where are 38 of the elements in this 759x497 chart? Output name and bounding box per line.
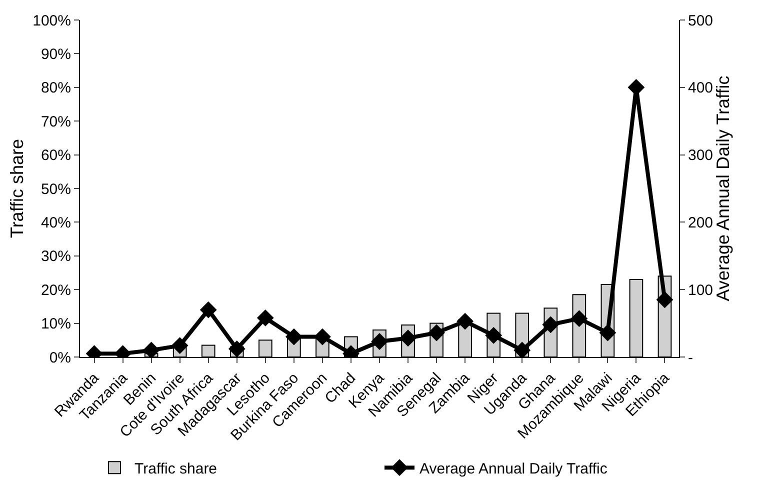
y2-tick-label: 100 bbox=[688, 282, 714, 299]
legend-label: Traffic share bbox=[134, 460, 218, 478]
y-tick-label: 70% bbox=[40, 113, 71, 130]
point bbox=[142, 342, 160, 357]
point bbox=[599, 324, 616, 342]
y-tick-label: 10% bbox=[40, 316, 71, 333]
y-tick-label: 0% bbox=[49, 349, 71, 366]
y-tick-label: 100% bbox=[32, 12, 71, 30]
y2-axis-title: Average Annual Daily Traffic bbox=[713, 76, 734, 302]
point bbox=[314, 328, 331, 346]
legend-label: Average Annual Daily Traffic bbox=[420, 460, 608, 478]
point bbox=[456, 312, 474, 330]
point bbox=[256, 309, 274, 326]
y-tick-label: 60% bbox=[40, 147, 71, 164]
point bbox=[228, 340, 246, 357]
point bbox=[428, 324, 445, 342]
point bbox=[400, 330, 416, 347]
point bbox=[542, 316, 560, 334]
y-axis-title: Traffic share bbox=[6, 138, 27, 238]
point bbox=[285, 328, 302, 346]
y-tick-label: 50% bbox=[40, 180, 71, 198]
y2-tick-label: 300 bbox=[688, 147, 714, 164]
y2-tick-label: - bbox=[688, 349, 693, 366]
y-tick-label: 90% bbox=[40, 46, 71, 63]
y-tick-label: 20% bbox=[40, 282, 71, 299]
y-tick-label: 80% bbox=[40, 80, 71, 97]
point bbox=[200, 301, 217, 318]
point bbox=[371, 333, 388, 350]
point bbox=[656, 291, 674, 308]
y2-tick-label: 200 bbox=[688, 214, 714, 232]
point bbox=[485, 326, 502, 344]
y2-tick-label: 400 bbox=[688, 80, 714, 97]
point bbox=[171, 337, 188, 354]
point bbox=[514, 342, 531, 357]
point bbox=[570, 310, 588, 328]
y-tick-label: 30% bbox=[40, 248, 71, 266]
y-tick-label: 40% bbox=[40, 214, 71, 232]
y2-tick-label: 500 bbox=[688, 12, 714, 30]
